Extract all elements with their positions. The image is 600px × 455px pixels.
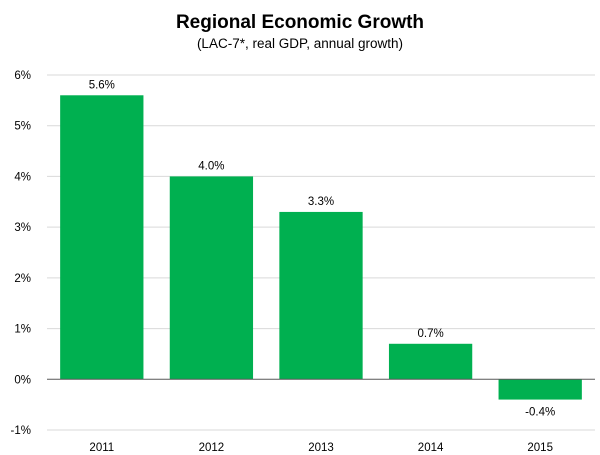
y-tick-label: 5% bbox=[14, 121, 31, 133]
y-tick-label: 2% bbox=[14, 273, 31, 285]
y-tick-label: 1% bbox=[14, 324, 31, 336]
y-tick-label: -1% bbox=[11, 425, 31, 437]
data-label: 0.7% bbox=[417, 328, 443, 340]
data-label: -0.4% bbox=[525, 407, 555, 419]
data-label: 5.6% bbox=[89, 79, 115, 91]
y-tick-label: 4% bbox=[14, 171, 31, 183]
chart-title: Regional Economic Growth bbox=[176, 12, 424, 33]
y-tick-label: 3% bbox=[14, 222, 31, 234]
bar bbox=[279, 211, 363, 380]
data-labels: 5.6% 4.0% 3.3% 0.7% -0.4% bbox=[89, 79, 556, 418]
x-tick-label: 2015 bbox=[527, 442, 553, 454]
x-tick-label: 2014 bbox=[418, 442, 444, 454]
chart-subtitle: (LAC-7*, real GDP, annual growth) bbox=[197, 36, 403, 51]
y-tick-label: 0% bbox=[14, 374, 31, 386]
x-axis-ticks: 2011 2012 2013 2014 2015 bbox=[89, 442, 553, 454]
x-tick-label: 2011 bbox=[89, 442, 114, 454]
bar bbox=[388, 343, 473, 380]
bar bbox=[60, 95, 144, 380]
bars bbox=[47, 95, 595, 400]
x-tick-label: 2012 bbox=[199, 442, 225, 454]
y-axis-ticks: 6% 5% 4% 3% 2% 1% 0% -1% bbox=[11, 70, 31, 437]
bar bbox=[169, 176, 254, 380]
x-tick-label: 2013 bbox=[308, 442, 334, 454]
bar bbox=[498, 379, 582, 400]
data-label: 4.0% bbox=[198, 160, 224, 172]
y-tick-label: 6% bbox=[14, 70, 31, 82]
data-label: 3.3% bbox=[308, 196, 334, 208]
